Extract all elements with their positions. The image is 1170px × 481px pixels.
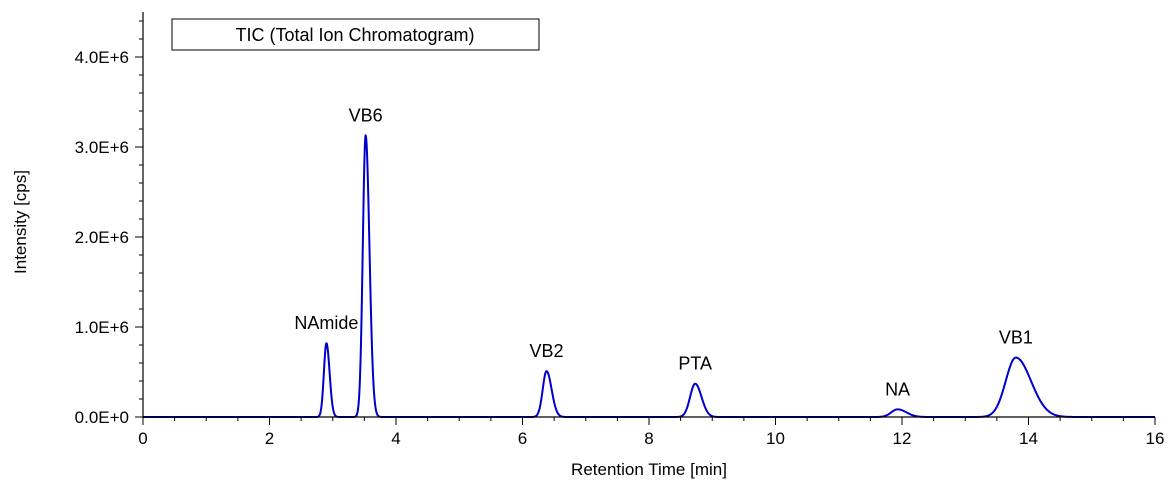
x-tick-label: 0 <box>138 429 147 448</box>
legend: TIC (Total Ion Chromatogram) <box>171 18 540 51</box>
peak-label: NA <box>885 379 910 399</box>
peak-label: VB1 <box>999 328 1033 348</box>
peak-label: PTA <box>678 354 712 374</box>
peak-label: NAmide <box>294 313 358 333</box>
x-tick-label: 8 <box>644 429 653 448</box>
y-axis-title: Intensity [cps] <box>11 170 30 274</box>
y-tick-label: 0.0E+0 <box>75 408 129 427</box>
legend-box <box>171 18 540 51</box>
tic-series-line <box>142 134 1156 418</box>
peak-label: VB6 <box>349 105 383 125</box>
x-axis-label: Retention Time [min] <box>571 460 727 479</box>
x-tick-label: 10 <box>766 429 785 448</box>
legend-entry: TIC (Total Ion Chromatogram) <box>235 25 474 45</box>
x-tick-label: 14 <box>1019 429 1038 448</box>
peak-label: VB2 <box>530 341 564 361</box>
x-tick-label: 6 <box>518 429 527 448</box>
y-tick-label: 4.0E+6 <box>75 48 129 67</box>
x-tick-label: 2 <box>265 429 274 448</box>
y-tick-label: 2.0E+6 <box>75 228 129 247</box>
x-tick-label: 4 <box>391 429 400 448</box>
y-axis-label: Intensity [cps] <box>11 170 30 274</box>
x-tick-label: 12 <box>893 429 912 448</box>
y-tick-label: 3.0E+6 <box>75 138 129 157</box>
y-tick-label: 1.0E+6 <box>75 318 129 337</box>
x-tick-label: 16 <box>1146 429 1165 448</box>
